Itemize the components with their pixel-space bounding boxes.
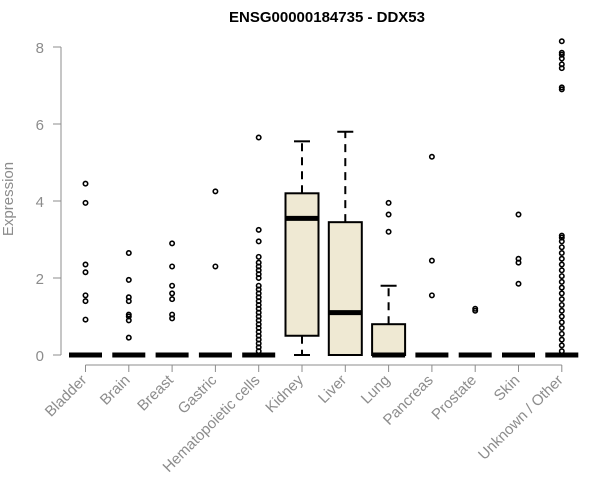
outlier-point-11-4: [558, 325, 565, 332]
outlier-point-11-16: [558, 255, 565, 262]
outlier-point-11-29: [558, 38, 565, 45]
outlier-point-11-28: [558, 49, 565, 56]
outlier-point-10-3: [515, 211, 522, 218]
outlier-point-11-21: [558, 232, 565, 239]
x-tick-label-9: Prostate: [428, 372, 480, 424]
outlier-point-0-3: [82, 269, 89, 276]
outlier-point-4-26: [255, 134, 262, 141]
outlier-point-0-5: [82, 199, 89, 206]
outlier-point-11-12: [558, 278, 565, 285]
outlier-point-1-0: [125, 334, 132, 341]
outlier-point-7-1: [385, 211, 392, 218]
outlier-point-11-8: [558, 301, 565, 308]
y-tick-label-4: 4: [36, 194, 44, 211]
outlier-point-0-0: [82, 316, 89, 323]
outlier-point-11-5: [558, 319, 565, 326]
outlier-point-2-1: [169, 311, 176, 318]
outlier-point-3-1: [212, 188, 219, 195]
outlier-point-0-6: [82, 180, 89, 187]
x-tick-label-10: Skin: [491, 372, 524, 405]
box-6: [327, 221, 363, 356]
outlier-point-10-0: [515, 280, 522, 287]
outlier-point-1-3: [125, 311, 132, 318]
chart-title: ENSG00000184735 - DDX53: [229, 9, 425, 26]
outlier-point-11-7: [558, 307, 565, 314]
x-tick-label-5: Kidney: [262, 371, 307, 416]
x-tick-label-6: Liver: [315, 372, 350, 407]
outlier-point-2-5: [169, 263, 176, 270]
outlier-point-4-25: [255, 226, 262, 233]
outlier-point-7-2: [385, 199, 392, 206]
y-tick-label-0: 0: [36, 348, 44, 365]
outlier-point-0-2: [82, 292, 89, 299]
outlier-point-8-2: [428, 153, 435, 160]
outlier-point-2-4: [169, 282, 176, 289]
y-tick-label-2: 2: [36, 271, 44, 288]
outlier-point-7-0: [385, 228, 392, 235]
outlier-point-11-2: [558, 336, 565, 343]
box-5: [284, 192, 320, 337]
outlier-point-11-6: [558, 313, 565, 320]
outlier-point-11-15: [558, 261, 565, 268]
outlier-point-8-0: [428, 292, 435, 299]
outlier-point-1-5: [125, 294, 132, 301]
y-axis-label: Expression: [0, 162, 17, 236]
outlier-point-11-10: [558, 290, 565, 297]
box-7: [371, 323, 407, 357]
outlier-point-11-11: [558, 284, 565, 291]
outlier-point-11-13: [558, 273, 565, 280]
outlier-point-4-24: [255, 238, 262, 245]
x-tick-label-0: Bladder: [42, 372, 91, 421]
outlier-point-4-23: [255, 253, 262, 260]
outlier-point-8-1: [428, 257, 435, 264]
outlier-point-11-23: [558, 84, 565, 91]
outlier-point-10-2: [515, 255, 522, 262]
outlier-point-11-25: [558, 61, 565, 68]
outlier-point-4-17: [255, 282, 262, 289]
x-tick-label-7: Lung: [358, 372, 394, 408]
outlier-point-2-6: [169, 240, 176, 247]
outlier-point-11-3: [558, 330, 565, 337]
outlier-point-2-3: [169, 290, 176, 297]
x-tick-label-1: Brain: [97, 372, 134, 409]
outlier-point-9-1: [472, 305, 479, 312]
x-tick-label-2: Breast: [134, 371, 177, 414]
outlier-point-0-1: [82, 298, 89, 305]
outlier-point-1-7: [125, 249, 132, 256]
outlier-point-11-17: [558, 249, 565, 256]
outlier-point-11-18: [558, 244, 565, 251]
outlier-point-2-2: [169, 296, 176, 303]
outlier-point-11-14: [558, 267, 565, 274]
y-tick-label-8: 8: [36, 40, 44, 57]
outlier-point-3-0: [212, 263, 219, 270]
outlier-point-1-6: [125, 276, 132, 283]
outlier-point-11-0: [558, 348, 565, 355]
y-tick-label-6: 6: [36, 117, 44, 134]
outlier-point-11-9: [558, 296, 565, 303]
outlier-point-4-22: [255, 259, 262, 266]
outlier-point-11-1: [558, 342, 565, 349]
outlier-point-0-4: [82, 261, 89, 268]
